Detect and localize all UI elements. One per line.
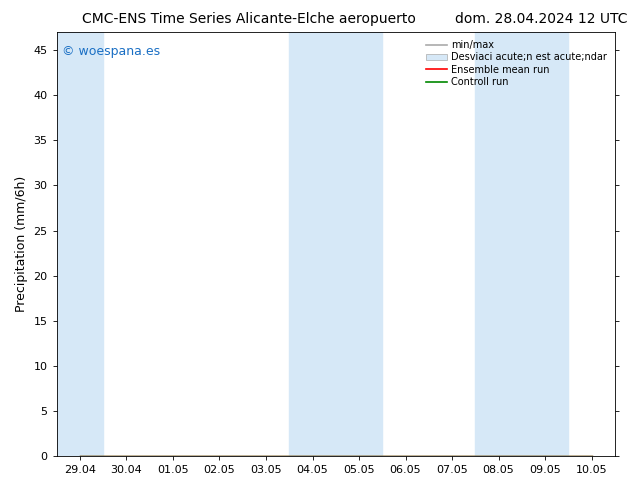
Text: © woespana.es: © woespana.es — [62, 45, 160, 58]
Y-axis label: Precipitation (mm/6h): Precipitation (mm/6h) — [15, 176, 28, 312]
Bar — [476, 32, 568, 456]
Text: dom. 28.04.2024 12 UTC: dom. 28.04.2024 12 UTC — [455, 12, 628, 26]
Legend: min/max, Desviaci acute;n est acute;ndar, Ensemble mean run, Controll run: min/max, Desviaci acute;n est acute;ndar… — [423, 37, 610, 90]
Bar — [56, 32, 103, 456]
Text: CMC-ENS Time Series Alicante-Elche aeropuerto: CMC-ENS Time Series Alicante-Elche aerop… — [82, 12, 417, 26]
Bar — [289, 32, 382, 456]
